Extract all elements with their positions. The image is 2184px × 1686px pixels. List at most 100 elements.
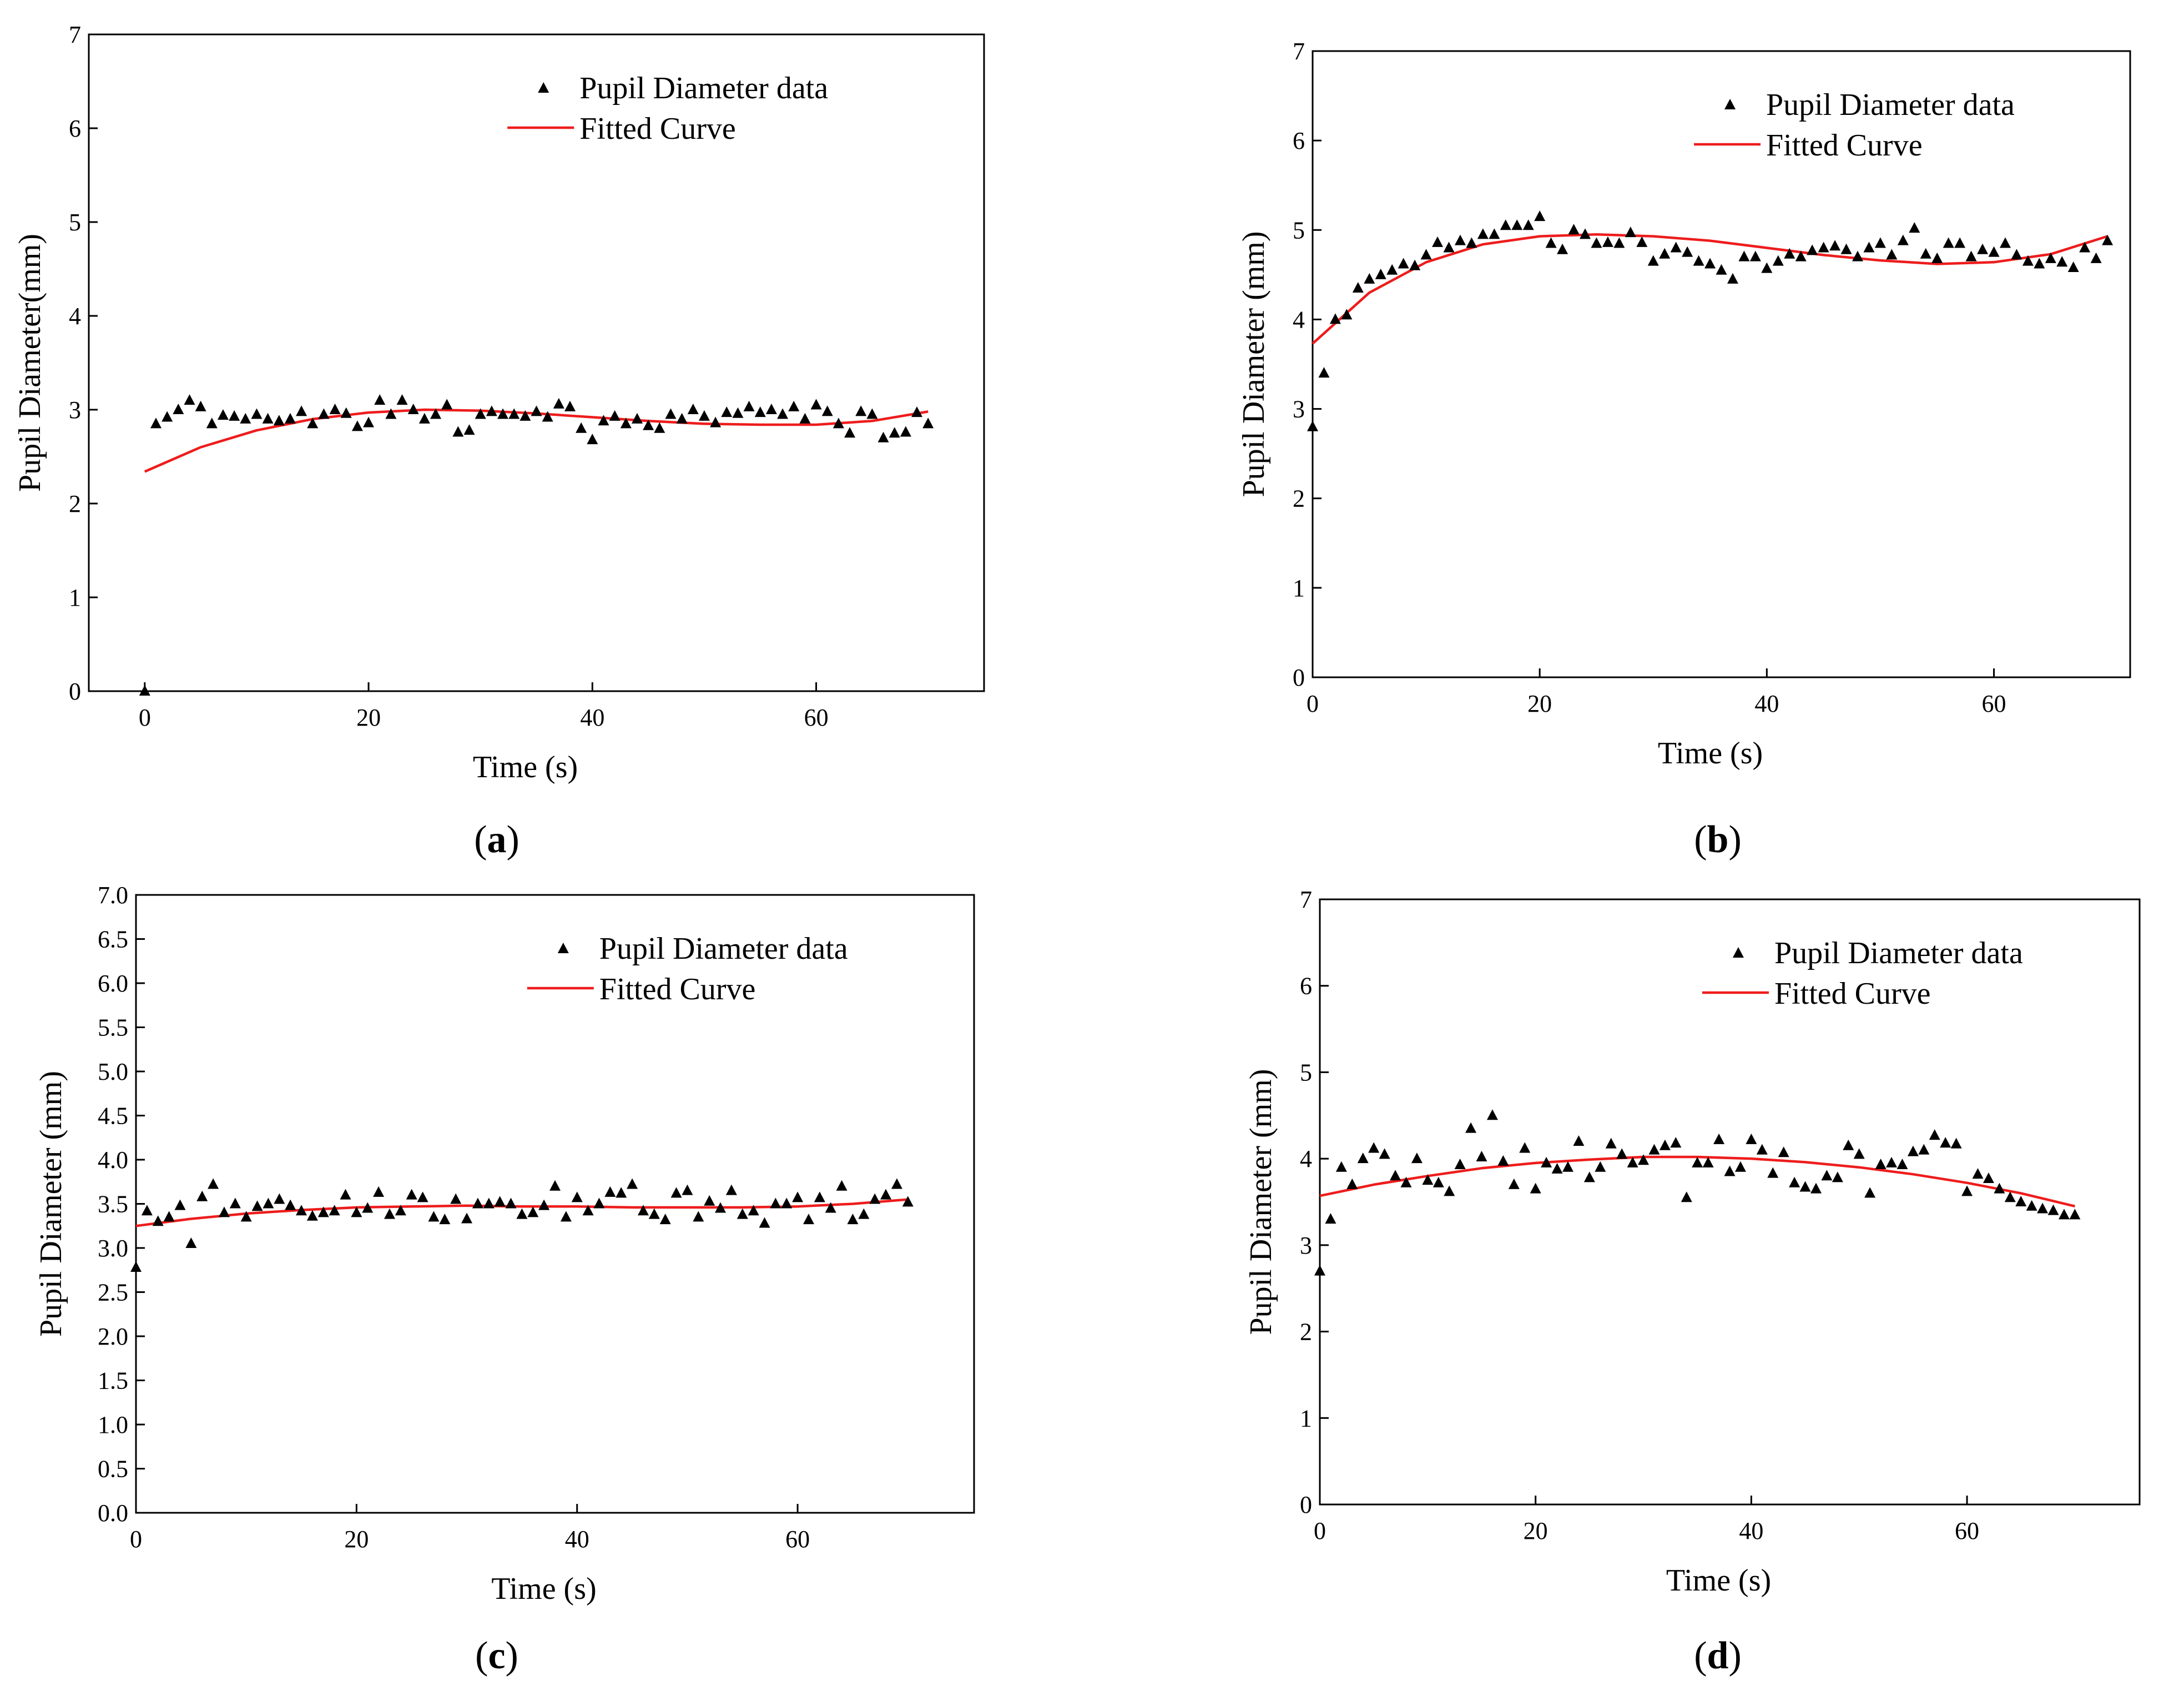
panel-caption: (c)	[475, 1634, 518, 1677]
data-point-marker	[1874, 237, 1886, 248]
plot-frame	[1319, 898, 2141, 1506]
data-point-marker	[475, 408, 486, 419]
data-point-marker	[1616, 1148, 1628, 1159]
x-tick-label: 20	[1524, 1517, 1548, 1544]
data-point-marker	[263, 1197, 274, 1209]
data-point-marker	[1627, 1156, 1638, 1167]
y-tick-label: 0	[69, 678, 81, 705]
data-point-marker	[1920, 248, 1931, 259]
data-point-marker	[682, 1184, 693, 1195]
data-point-marker	[2011, 249, 2022, 260]
data-point-marker	[362, 1202, 374, 1213]
data-point-marker	[1713, 1133, 1725, 1144]
data-point-marker	[1832, 1171, 1843, 1182]
data-point-marker	[2067, 261, 2079, 272]
data-point-marker	[1562, 1161, 1573, 1172]
data-point-marker	[497, 408, 509, 419]
data-point-marker	[1420, 249, 1432, 260]
data-point-marker	[2045, 252, 2056, 263]
data-point-marker	[902, 1196, 914, 1207]
data-point-marker	[1444, 1185, 1455, 1196]
y-tick-label: 6	[1300, 973, 1312, 1000]
caption-letter: b	[1707, 818, 1729, 861]
data-point-marker	[1818, 241, 1829, 253]
data-point-marker	[351, 1206, 362, 1217]
data-point-marker	[676, 412, 688, 424]
data-point-marker	[1346, 1178, 1358, 1189]
data-point-marker	[196, 1190, 208, 1201]
data-point-marker	[262, 412, 274, 424]
data-point-marker	[1357, 1152, 1369, 1164]
data-point-marker	[1595, 1161, 1606, 1172]
data-point-marker	[847, 1214, 859, 1225]
caption-close-paren: )	[1728, 818, 1741, 861]
data-point-marker	[329, 1205, 340, 1216]
data-point-marker	[1364, 273, 1375, 284]
caption-letter: d	[1707, 1634, 1729, 1677]
y-tick-label: 5	[1293, 217, 1305, 244]
data-point-marker	[1477, 228, 1489, 239]
data-point-marker	[240, 412, 251, 424]
data-point-marker	[385, 408, 397, 419]
data-point-marker	[725, 1184, 737, 1195]
data-point-marker	[1476, 1151, 1487, 1162]
data-point-marker	[1940, 1137, 1951, 1148]
data-point-marker	[2034, 258, 2045, 269]
x-tick-label: 60	[804, 704, 829, 731]
y-tick-label: 5	[1300, 1059, 1312, 1086]
y-tick-label: 4.5	[98, 1103, 128, 1130]
data-point-marker	[1605, 1138, 1617, 1149]
data-point-marker	[1799, 1181, 1811, 1192]
data-point-marker	[1352, 282, 1364, 293]
data-point-marker	[374, 394, 386, 405]
data-point-marker	[1716, 264, 1727, 275]
data-point-marker	[1486, 1109, 1498, 1120]
y-tick-label: 1	[1293, 575, 1305, 602]
data-point-marker	[1821, 1170, 1833, 1181]
data-point-marker	[1772, 255, 1784, 266]
y-tick-label: 2	[1300, 1318, 1312, 1346]
y-tick-label: 0	[1300, 1491, 1312, 1518]
data-point-marker	[452, 426, 464, 437]
x-tick-label: 60	[785, 1526, 810, 1553]
data-point-marker	[519, 410, 531, 421]
y-tick-label: 6.0	[98, 970, 128, 997]
data-point-marker	[889, 427, 900, 438]
data-point-marker	[866, 408, 878, 419]
y-tick-label: 5	[69, 209, 81, 236]
panel-caption: (b)	[1694, 818, 1742, 861]
data-point-marker	[1568, 224, 1580, 235]
data-point-marker	[659, 1214, 671, 1225]
legend-label-fit: Fitted Curve	[1774, 977, 1931, 1011]
caption-close-paren: )	[506, 1634, 518, 1677]
data-point-marker	[1433, 1176, 1444, 1187]
data-point-marker	[1432, 236, 1444, 247]
data-point-marker	[698, 410, 710, 421]
data-point-marker	[1999, 237, 2011, 248]
data-point-marker	[609, 410, 621, 421]
data-point-marker	[284, 412, 296, 424]
data-point-marker	[384, 1208, 395, 1219]
data-point-marker	[1929, 1129, 1940, 1140]
legend-label-fit: Fitted Curve	[579, 112, 736, 146]
y-tick-label: 5.5	[98, 1014, 128, 1041]
data-point-marker	[1704, 258, 1716, 269]
y-tick-label: 6	[69, 115, 81, 142]
y-tick-label: 6.5	[98, 926, 128, 953]
data-point-marker	[363, 416, 375, 427]
data-point-marker	[273, 415, 285, 426]
y-axis-title: Pupil Diameter (mm)	[1244, 1069, 1278, 1335]
data-point-marker	[1897, 234, 1909, 245]
data-point-marker	[373, 1186, 385, 1197]
data-point-marker	[1682, 246, 1693, 257]
data-point-marker	[1530, 1182, 1541, 1194]
y-tick-label: 2.0	[98, 1323, 128, 1350]
data-point-marker	[396, 394, 408, 405]
data-point-marker	[1943, 237, 1954, 248]
data-point-marker	[1843, 1139, 1854, 1150]
data-point-marker	[139, 685, 150, 696]
x-axis-title: Time (s)	[1666, 1563, 1771, 1598]
data-point-marker	[340, 407, 352, 418]
data-point-marker	[1411, 1152, 1423, 1164]
